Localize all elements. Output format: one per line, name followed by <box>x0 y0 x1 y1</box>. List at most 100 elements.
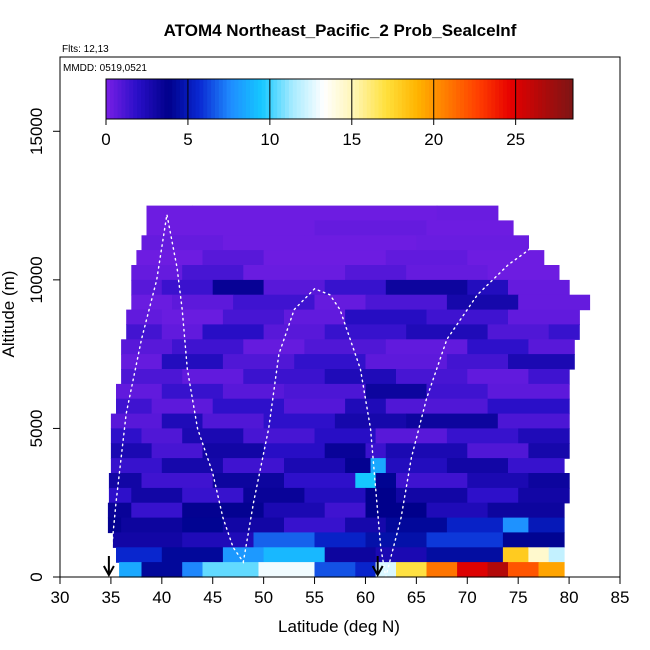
heatmap-cell <box>446 428 519 444</box>
heatmap-cell <box>161 354 224 370</box>
heatmap-cell <box>126 309 163 326</box>
flight-track <box>108 214 565 578</box>
heatmap-cell <box>446 458 509 474</box>
heatmap-cell <box>172 339 244 355</box>
heatmap-cell <box>502 532 565 548</box>
heatmap-cell <box>508 458 565 474</box>
heatmap-cell <box>345 517 387 534</box>
colorbar-swatch <box>382 79 387 119</box>
heatmap-cell <box>396 369 468 385</box>
colorbar-swatch <box>285 79 290 119</box>
colorbar-swatch <box>537 79 543 119</box>
x-tick-label: 80 <box>560 588 579 607</box>
heatmap-cell <box>365 502 428 519</box>
colorbar-swatch <box>549 79 555 119</box>
colorbar-swatch <box>347 79 352 119</box>
colorbar-swatch <box>277 79 282 119</box>
colorbar-swatch <box>378 79 383 119</box>
colorbar-swatch <box>156 79 161 119</box>
x-tick-label: 65 <box>407 588 426 607</box>
plot-frame <box>59 56 621 578</box>
heatmap-cell <box>161 383 224 400</box>
heatmap-cell <box>284 517 346 534</box>
heatmap-cell <box>345 265 407 281</box>
colorbar-swatch <box>526 79 531 119</box>
heatmap-cell <box>406 324 489 340</box>
heatmap-cell <box>253 532 316 548</box>
heatmap-cell <box>172 294 234 311</box>
x-tick-label: 70 <box>458 588 477 607</box>
colorbar-swatch <box>152 79 158 119</box>
heatmap-cell <box>314 532 366 548</box>
colorbar-swatch <box>432 79 438 119</box>
colorbar-swatch <box>487 79 492 119</box>
colorbar-swatch <box>475 79 481 119</box>
heatmap-cell <box>243 369 326 385</box>
colorbar-swatch <box>569 79 574 119</box>
heatmap-cell <box>426 502 489 519</box>
heatmap-cell <box>161 413 204 430</box>
heatmap-cell <box>182 428 244 444</box>
heatmap-cell <box>110 458 163 474</box>
heatmap-cell <box>355 473 377 489</box>
colorbar-swatch <box>296 79 302 119</box>
colorbar-swatch <box>530 79 535 119</box>
heatmap-cell <box>375 547 428 563</box>
colorbar-swatch <box>106 79 111 119</box>
heatmap-cell <box>107 517 122 534</box>
heatmap-cell <box>141 473 214 489</box>
arrow-head <box>371 565 384 578</box>
colorbar-swatch <box>117 79 123 119</box>
colorbar-swatch <box>405 79 411 119</box>
colorbar-swatch <box>518 79 523 119</box>
heatmap-cell <box>406 265 489 281</box>
heatmap-cell <box>107 502 132 519</box>
colorbar-swatch <box>176 79 181 119</box>
heatmap-cell <box>116 547 163 563</box>
colorbar-swatch <box>222 79 228 119</box>
colorbar-tick-label: 0 <box>101 130 110 149</box>
heatmap-cell <box>161 279 214 296</box>
heatmap-cell <box>192 205 438 222</box>
heatmap-cell <box>467 339 529 355</box>
colorbar-swatch <box>281 79 286 119</box>
heatmap-cell <box>406 413 499 430</box>
heatmap-cell <box>508 279 570 296</box>
heatmap-cell <box>131 294 173 311</box>
y-tick-label: 5000 <box>27 409 46 447</box>
heatmap-cell <box>528 369 570 385</box>
heatmap-cell <box>396 487 468 504</box>
colorbar-swatch <box>495 79 500 119</box>
y-axis: 0 5000 10000 15000 <box>27 108 60 582</box>
heatmap-cell <box>487 398 570 415</box>
x-tick-label: 40 <box>152 588 171 607</box>
y-tick-label: 0 <box>27 572 46 581</box>
heatmap-cell <box>314 562 356 578</box>
colorbar: 0 5 10 15 20 25 <box>101 78 574 149</box>
heatmap-cell <box>233 294 316 311</box>
colorbar-swatch <box>397 79 403 119</box>
heatmap-cell <box>263 547 326 563</box>
takeoff-arrows <box>102 556 384 578</box>
colorbar-swatch <box>320 79 325 119</box>
colorbar-swatch <box>191 79 197 119</box>
heatmap-cell <box>467 250 545 266</box>
colorbar-swatch <box>417 79 422 119</box>
heatmap-cell <box>365 487 397 504</box>
heatmap-cell <box>304 487 367 504</box>
colorbar-swatch <box>339 79 344 119</box>
heatmap-cell <box>146 220 204 236</box>
heatmap-cell <box>222 547 265 563</box>
colorbar-swatch <box>226 79 232 119</box>
colorbar-tick-label: 25 <box>506 130 525 149</box>
heatmap-cell <box>467 473 529 489</box>
heatmap-cell <box>396 562 428 578</box>
colorbar-swatch <box>323 79 329 119</box>
colorbar-swatch <box>261 79 267 119</box>
heatmap-cell <box>126 324 163 340</box>
heatmap-cell <box>324 279 387 296</box>
heatmap-cell <box>243 487 305 504</box>
heatmap-cell <box>284 458 346 474</box>
heatmap-cell <box>487 324 550 340</box>
heatmap-cell <box>121 354 163 370</box>
